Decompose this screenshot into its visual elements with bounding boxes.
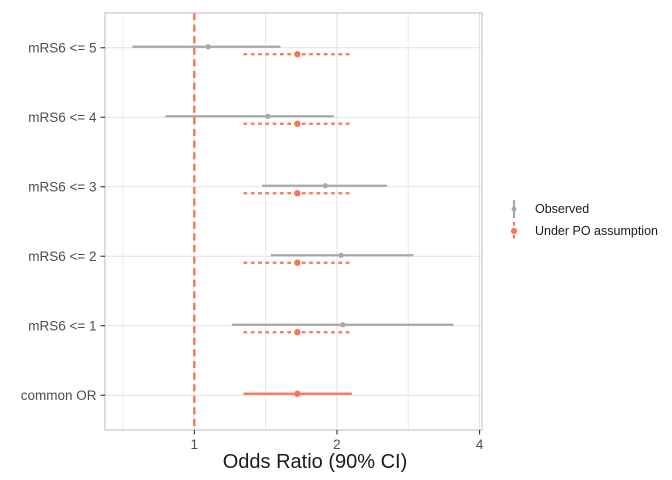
legend-key-glyph <box>510 222 518 240</box>
estimate-point <box>340 322 346 328</box>
estimate-point <box>338 252 344 258</box>
legend-item-observed: Observed <box>505 198 658 220</box>
estimate-point <box>294 190 301 197</box>
estimate-point <box>294 329 301 336</box>
x-tick-label: 2 <box>333 437 341 452</box>
legend-key-glyph <box>511 200 517 218</box>
x-tick-label: 1 <box>191 437 199 452</box>
legend-label-under-po-assumption: Under PO assumption <box>535 224 658 238</box>
y-category-label: mRS6 <= 4 <box>28 110 97 125</box>
y-category-label: mRS6 <= 1 <box>28 319 96 334</box>
estimate-point <box>205 44 211 50</box>
panel-border <box>104 12 483 431</box>
legend: Observed Under PO assumption <box>505 198 658 242</box>
y-category-label: mRS6 <= 5 <box>28 41 96 56</box>
estimate-point <box>294 120 301 127</box>
legend-label-observed: Observed <box>535 202 590 216</box>
estimate-point <box>294 390 301 397</box>
observed-pointrange-icon <box>505 198 523 220</box>
estimate-point <box>265 113 271 119</box>
legend-item-under-po-assumption: Under PO assumption <box>505 220 658 242</box>
y-category-label: common OR <box>21 388 97 403</box>
estimate-point <box>294 51 301 58</box>
x-axis-title: Odds Ratio (90% CI) <box>222 451 408 473</box>
y-category-label: mRS6 <= 3 <box>28 180 96 195</box>
estimate-point <box>294 259 301 266</box>
under-po-pointrange-icon <box>505 220 523 242</box>
x-tick-label: 4 <box>476 437 484 452</box>
estimate-point <box>322 183 328 189</box>
y-category-label: mRS6 <= 2 <box>28 249 96 264</box>
